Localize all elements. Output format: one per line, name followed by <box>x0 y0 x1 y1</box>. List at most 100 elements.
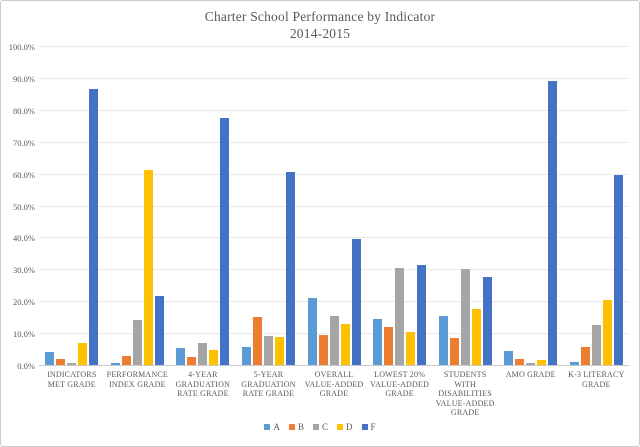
gridline-40 <box>39 237 629 239</box>
bar-a-8 <box>569 361 579 365</box>
bar-c-8 <box>591 325 601 365</box>
chart-title: Charter School Performance by Indicator … <box>1 8 639 42</box>
bar-f-1 <box>154 296 164 365</box>
bar-b-2 <box>187 357 197 365</box>
x-category-label-1: PERFORMANCE INDEX GRADE <box>106 370 168 389</box>
bar-f-8 <box>613 175 623 365</box>
y-tick-label: 10.0% <box>13 329 35 340</box>
chart-title-line1: Charter School Performance by Indicator <box>204 9 436 24</box>
legend-label: A <box>273 422 280 432</box>
gridline-70 <box>39 141 629 143</box>
bar-b-8 <box>580 346 590 365</box>
bar-c-2 <box>198 342 208 365</box>
legend-item-b: B <box>288 422 304 432</box>
x-category-label-7: AMO GRADE <box>505 370 556 379</box>
y-tick-label: 100.0% <box>8 42 35 52</box>
bar-b-6 <box>449 337 459 365</box>
bar-group-1 <box>105 46 171 365</box>
bar-group-3 <box>236 46 302 365</box>
legend-label: C <box>321 422 328 432</box>
bar-d-4 <box>340 323 350 365</box>
y-tick-label: 30.0% <box>13 265 35 276</box>
x-category-label-0: INDICATORS MET GRADE <box>47 370 97 389</box>
bar-c-0 <box>67 363 77 365</box>
bar-a-0 <box>45 352 55 365</box>
gridline-50 <box>39 205 629 207</box>
bar-a-1 <box>110 363 120 365</box>
legend-label: B <box>297 422 304 432</box>
bar-b-3 <box>252 317 262 365</box>
bar-f-4 <box>351 239 361 365</box>
bar-group-7 <box>498 46 564 365</box>
bar-b-0 <box>56 358 66 365</box>
y-axis-labels: 100.0% 90.0% 80.0% 70.0% 60.0% 50.0% 40.0% 30.0… <box>1 1 35 446</box>
bar-group-6 <box>432 46 498 365</box>
bar-d-7 <box>537 359 547 365</box>
bar-group-5 <box>367 46 433 365</box>
bar-group-8 <box>564 46 630 365</box>
gridline-80 <box>39 109 629 111</box>
legend-item-a: A <box>264 422 280 432</box>
gridline-30 <box>39 269 629 271</box>
x-category-label-8: K-3 LITERACY GRADE <box>568 370 625 389</box>
y-tick-label: 90.0% <box>13 73 35 84</box>
bar-a-5 <box>373 318 383 365</box>
bar-d-3 <box>274 336 284 365</box>
bar-a-4 <box>307 298 317 365</box>
gridline-100 <box>39 46 629 47</box>
legend-item-d: D <box>337 422 353 432</box>
chart-title-line2: 2014-2015 <box>289 26 351 41</box>
legend-item-f: F <box>361 422 376 432</box>
y-tick-label: 70.0% <box>13 137 35 148</box>
bar-a-2 <box>176 348 186 365</box>
bar-d-8 <box>602 299 612 365</box>
gridline-60 <box>39 173 629 175</box>
bar-d-5 <box>406 331 416 365</box>
bar-group-0 <box>39 46 105 365</box>
bar-f-0 <box>89 89 99 365</box>
y-tick-label: 80.0% <box>13 105 35 116</box>
bar-b-4 <box>318 334 328 365</box>
bar-c-3 <box>263 336 273 365</box>
gridline-90 <box>39 77 629 79</box>
legend-swatch-icon <box>264 424 271 430</box>
bar-f-6 <box>482 277 492 365</box>
bar-b-1 <box>121 356 131 365</box>
legend-label: D <box>346 422 353 432</box>
y-tick-label: 0.0% <box>17 361 35 371</box>
x-category-label-6: STUDENTS WITH DISABILITIES VALUE-ADDED G… <box>435 370 495 417</box>
bar-c-1 <box>132 320 142 365</box>
bar-a-7 <box>504 350 514 365</box>
bar-b-5 <box>384 326 394 365</box>
bar-b-7 <box>515 358 525 365</box>
bar-a-3 <box>241 347 251 365</box>
bar-c-4 <box>329 315 339 365</box>
bar-d-0 <box>78 342 88 365</box>
bar-d-2 <box>209 350 219 365</box>
bar-groups <box>39 46 629 365</box>
bar-d-1 <box>143 170 153 365</box>
bar-c-6 <box>460 269 470 365</box>
gridline-20 <box>39 301 629 303</box>
legend-swatch-icon <box>361 424 368 430</box>
bar-c-5 <box>395 267 405 365</box>
bar-group-4 <box>301 46 367 365</box>
bar-d-6 <box>471 309 481 365</box>
x-axis-labels: INDICATORS MET GRADE PERFORMANCE INDEX GR… <box>39 370 629 418</box>
y-tick-label: 40.0% <box>13 233 35 244</box>
y-tick-label: 60.0% <box>13 169 35 180</box>
x-category-label-5: LOWEST 20% VALUE-ADDED GRADE <box>370 370 430 398</box>
y-tick-label: 20.0% <box>13 297 35 308</box>
bar-c-7 <box>526 362 536 365</box>
plot-area <box>39 46 629 366</box>
x-category-label-4: OVERALL VALUE-ADDED GRADE <box>304 370 364 398</box>
x-category-label-3: 5-YEAR GRADUATION RATE GRADE <box>241 370 296 398</box>
legend-item-c: C <box>312 422 328 432</box>
gridline-0 <box>39 365 629 366</box>
bar-f-3 <box>285 172 295 365</box>
legend-swatch-icon <box>312 424 319 430</box>
x-category-label-2: 4-YEAR GRADUATION RATE GRADE <box>175 370 231 398</box>
legend-swatch-icon <box>337 424 343 430</box>
